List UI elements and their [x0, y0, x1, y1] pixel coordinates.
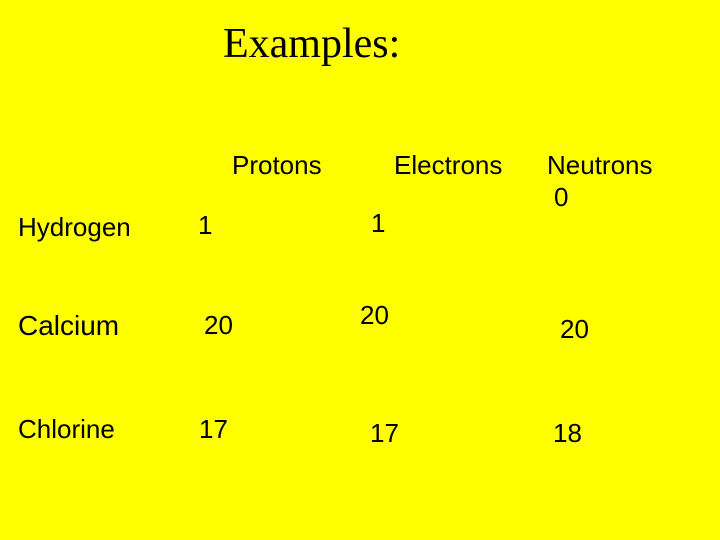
row-label: Calcium — [18, 310, 119, 342]
table-cell: 1 — [198, 210, 212, 241]
table-cell: 1 — [371, 208, 385, 239]
row-label: Chlorine — [18, 414, 115, 445]
page-title: Examples: — [223, 20, 400, 68]
table-cell: 18 — [553, 418, 582, 449]
table-cell: 17 — [199, 414, 228, 445]
col-header-neutrons: Neutrons — [547, 150, 653, 181]
table-cell: 0 — [554, 182, 568, 213]
table-cell: 20 — [204, 310, 233, 341]
table-cell: 20 — [560, 314, 589, 345]
row-label: Hydrogen — [18, 212, 131, 243]
table-cell: 20 — [360, 300, 389, 331]
col-header-electrons: Electrons — [394, 150, 502, 181]
col-header-protons: Protons — [232, 150, 322, 181]
table-cell: 17 — [370, 418, 399, 449]
